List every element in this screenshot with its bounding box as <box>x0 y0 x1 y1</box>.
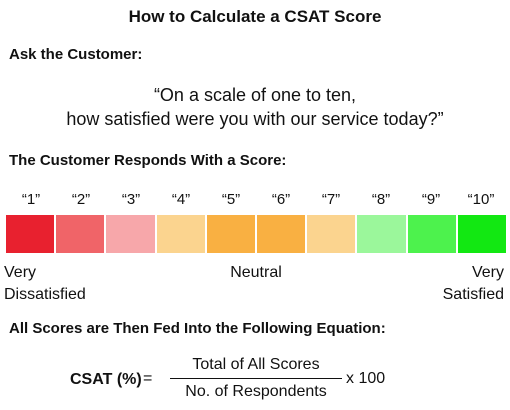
page-title: How to Calculate a CSAT Score <box>128 7 382 26</box>
survey-question-line-2: how satisfied were you with our service … <box>66 109 444 129</box>
csat-label: CSAT (%) <box>70 371 142 388</box>
score-label-6: “6” <box>271 191 291 208</box>
very-satisfied-line-1: Very <box>471 264 504 281</box>
score-label-3: “3” <box>121 191 141 208</box>
score-label-8: “8” <box>371 191 391 208</box>
csat-fraction: Total of All Scores No. of Respondents <box>170 355 342 402</box>
fraction-bar <box>170 378 342 379</box>
score-labels: “1” “2” “3” “4” “5” “6” “7” “8” “9” “10” <box>6 191 506 211</box>
score-label-1: “1” <box>21 191 41 208</box>
fraction-denominator: No. of Respondents <box>185 383 327 400</box>
score-cell-7 <box>307 215 356 253</box>
ask-heading: Ask the Customer: <box>9 46 143 63</box>
very-dissatisfied-line-1: Very <box>4 264 37 281</box>
score-cell-4 <box>156 215 205 253</box>
neutral-anchor: Neutral <box>230 264 282 281</box>
equation-heading: All Scores are Then Fed Into the Followi… <box>9 320 386 337</box>
very-satisfied-anchor: Very Satisfied <box>443 262 504 306</box>
score-label-5: “5” <box>221 191 241 208</box>
respond-heading: The Customer Responds With a Score: <box>9 152 287 169</box>
score-cell-1 <box>6 215 55 253</box>
equals-sign: = <box>143 370 153 387</box>
score-scale <box>6 215 507 253</box>
survey-question-line-1: “On a scale of one to ten, <box>153 85 357 105</box>
score-label-2: “2” <box>71 191 91 208</box>
score-label-4: “4” <box>171 191 191 208</box>
score-cell-3 <box>106 215 155 253</box>
score-label-7: “7” <box>321 191 341 208</box>
score-label-9: “9” <box>421 191 441 208</box>
very-dissatisfied-line-2: Dissatisfied <box>4 286 86 303</box>
score-cell-2 <box>56 215 105 253</box>
score-cell-6 <box>257 215 306 253</box>
score-cell-5 <box>206 215 256 253</box>
very-satisfied-line-2: Satisfied <box>442 286 504 303</box>
score-label-10: “10” <box>467 191 495 208</box>
score-cell-9 <box>407 215 456 253</box>
fraction-numerator: Total of All Scores <box>192 356 320 373</box>
score-cell-10 <box>457 215 507 253</box>
score-cell-8 <box>357 215 406 253</box>
survey-question: “On a scale of one to ten, how satisfied… <box>0 83 510 131</box>
very-dissatisfied-anchor: Very Dissatisfied <box>4 262 86 306</box>
multiplier: x 100 <box>346 370 386 387</box>
